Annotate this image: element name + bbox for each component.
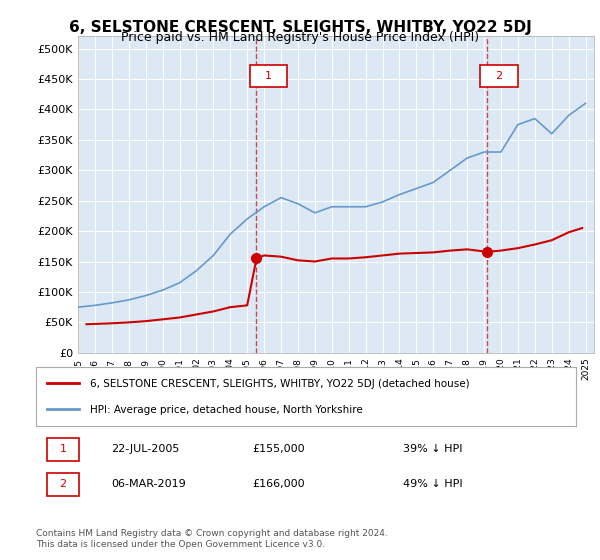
Text: 2: 2 — [59, 479, 67, 489]
Text: 39% ↓ HPI: 39% ↓ HPI — [403, 444, 463, 454]
Text: 2: 2 — [496, 71, 502, 81]
Text: 1: 1 — [265, 71, 272, 81]
Text: Price paid vs. HM Land Registry's House Price Index (HPI): Price paid vs. HM Land Registry's House … — [121, 31, 479, 44]
Text: £155,000: £155,000 — [252, 444, 305, 454]
FancyBboxPatch shape — [481, 65, 518, 87]
Text: 49% ↓ HPI: 49% ↓ HPI — [403, 479, 463, 489]
Text: 06-MAR-2019: 06-MAR-2019 — [112, 479, 187, 489]
Text: HPI: Average price, detached house, North Yorkshire: HPI: Average price, detached house, Nort… — [90, 405, 363, 416]
Text: 1: 1 — [59, 444, 67, 454]
Text: Contains HM Land Registry data © Crown copyright and database right 2024.
This d: Contains HM Land Registry data © Crown c… — [36, 529, 388, 549]
FancyBboxPatch shape — [250, 65, 287, 87]
Text: £166,000: £166,000 — [252, 479, 305, 489]
FancyBboxPatch shape — [47, 473, 79, 496]
Text: 6, SELSTONE CRESCENT, SLEIGHTS, WHITBY, YO22 5DJ (detached house): 6, SELSTONE CRESCENT, SLEIGHTS, WHITBY, … — [90, 380, 470, 389]
Text: 22-JUL-2005: 22-JUL-2005 — [112, 444, 180, 454]
FancyBboxPatch shape — [47, 438, 79, 461]
Text: 6, SELSTONE CRESCENT, SLEIGHTS, WHITBY, YO22 5DJ: 6, SELSTONE CRESCENT, SLEIGHTS, WHITBY, … — [68, 20, 532, 35]
